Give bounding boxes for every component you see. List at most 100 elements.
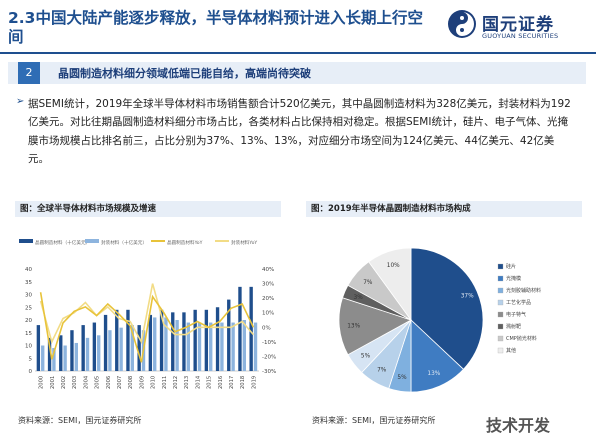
pie-label: 5% (397, 375, 407, 381)
legend-label: 光掩模 (506, 275, 521, 282)
legend-label: 溅射靶 (506, 323, 521, 330)
guoyuan-logo: 国元证券 GUOYUAN SECURITIES (446, 8, 586, 46)
pie-slice (410, 319, 465, 393)
legend-swatch (497, 263, 504, 270)
watermark: 技术开发 (486, 416, 551, 435)
x-tick-label: 2014 (195, 375, 201, 389)
legend-swatch (497, 323, 504, 330)
y-right-tick: 20% (262, 296, 274, 302)
x-tick-label: 2005 (95, 376, 101, 389)
bullet-paragraph: 据SEMI统计，2019年全球半导体材料市场销售额合计520亿美元，其中晶圆制造… (28, 98, 571, 166)
bar-packaging (119, 327, 123, 371)
header-divider (0, 52, 596, 54)
logo-mark-icon (448, 10, 476, 38)
bar-packaging (242, 320, 246, 371)
bullet-arrow-icon: ➢ (16, 96, 25, 107)
x-tick-label: 2001 (50, 376, 56, 389)
x-tick-label: 2016 (218, 376, 224, 389)
x-tick-label: 2002 (61, 376, 67, 389)
y-right-tick: -30% (262, 369, 276, 375)
y-right-tick: 10% (262, 311, 274, 317)
legend-label: 工艺化学品 (506, 299, 531, 306)
y-right-tick: 30% (262, 282, 274, 288)
bar-wafer (81, 325, 85, 371)
y-left-tick: 40 (25, 267, 32, 273)
x-tick-label: 2006 (106, 376, 112, 389)
y-left-tick: 20 (25, 318, 32, 324)
slide-title: 2.3中国大陆产能逐步释放，半导体材料预计进入长期上行空间 (8, 9, 423, 46)
bar-wafer (193, 309, 197, 371)
legend-label: 其他 (506, 347, 516, 354)
legend-swatch (19, 239, 33, 243)
bar-wafer (249, 286, 253, 371)
bar-packaging (41, 345, 45, 371)
legend-swatch (497, 311, 504, 318)
market-size-chart: 晶圆制造材料（十亿美元） 封装材料（十亿美元） 晶圆制造材料YoY 封装材料YoY 0 5… (19, 239, 276, 389)
bar-packaging (253, 322, 258, 371)
right-chart-title: 图：2019年半导体晶圆制造材料市场构成 (306, 201, 582, 217)
bar-packaging (52, 348, 56, 371)
bar-wafer (59, 335, 63, 371)
bar-wafer (126, 309, 130, 371)
section-bar: 2 晶圆制造材料细分领域低端已能自给，高端尚待突破 (8, 62, 586, 84)
bar-wafer (47, 337, 52, 371)
x-tick-label: 2019 (251, 376, 257, 389)
bar-wafer (238, 286, 242, 371)
x-tick-label: 2018 (240, 376, 246, 389)
bar-packaging (175, 320, 179, 371)
bar-wafer (70, 330, 74, 371)
x-tick-label: 2013 (184, 376, 190, 389)
x-tick-label: 2015 (207, 376, 213, 389)
bar-wafer (204, 309, 209, 371)
legend-swatch (497, 287, 504, 294)
bar-wafer (171, 312, 175, 371)
legend-label: 晶圆制造材料（十亿美元） (35, 239, 90, 246)
legend-label: 封装材料（十亿美元） (101, 239, 147, 246)
y-left-tick: 35 (25, 280, 32, 286)
x-tick-label: 2008 (128, 376, 134, 389)
pie-slice (410, 247, 484, 370)
bar-wafer (137, 325, 141, 371)
legend-swatch (497, 335, 504, 342)
legend-label: CMP抛光材料 (506, 335, 537, 342)
right-source: 资料来源：SEMI，国元证券研究所 (312, 416, 436, 425)
bar-packaging (220, 322, 224, 371)
logo-text: 国元证券 (482, 15, 554, 35)
y-right-tick: 0% (262, 325, 271, 331)
bar-packaging (63, 345, 67, 371)
legend-label: 电子特气 (506, 311, 526, 318)
bar-packaging (209, 322, 213, 371)
pie-label: 3% (354, 295, 364, 301)
section-number: 2 (18, 62, 40, 84)
legend-label: 封装材料YoY (231, 239, 257, 246)
left-source: 资料来源：SEMI，国元证券研究所 (18, 416, 142, 425)
x-tick-label: 2007 (117, 376, 123, 389)
x-tick-label: 2017 (229, 376, 235, 389)
pie-label: 13% (427, 371, 440, 377)
bar-packaging (153, 317, 157, 371)
section-title: 晶圆制造材料细分领域低端已能自给，高端尚待突破 (58, 67, 311, 80)
bar-wafer (159, 309, 164, 371)
pie-label: 5% (361, 353, 371, 359)
bar-wafer (115, 309, 119, 371)
bar-wafer (182, 312, 186, 371)
pie-label: 7% (377, 368, 387, 374)
x-tick-label: 2009 (139, 376, 145, 389)
bar-wafer (148, 314, 153, 371)
x-tick-label: 2011 (162, 376, 168, 389)
x-tick-label: 2003 (72, 376, 78, 389)
y-right-tick: 40% (262, 267, 274, 273)
y-left-tick: 15 (25, 331, 32, 337)
legend-swatch (497, 275, 504, 282)
y-left-tick: 5 (29, 356, 33, 362)
y-right-tick: -10% (262, 340, 276, 346)
bar-wafer (92, 322, 97, 371)
bar-wafer (227, 299, 231, 371)
bar-wafer (36, 325, 41, 371)
bar-wafer (103, 314, 108, 371)
y-left-tick: 0 (29, 369, 33, 375)
pie-label: 37% (461, 294, 474, 300)
x-tick-label: 2000 (39, 376, 45, 389)
x-tick-label: 2010 (151, 376, 157, 389)
x-tick-label: 2012 (173, 376, 179, 389)
